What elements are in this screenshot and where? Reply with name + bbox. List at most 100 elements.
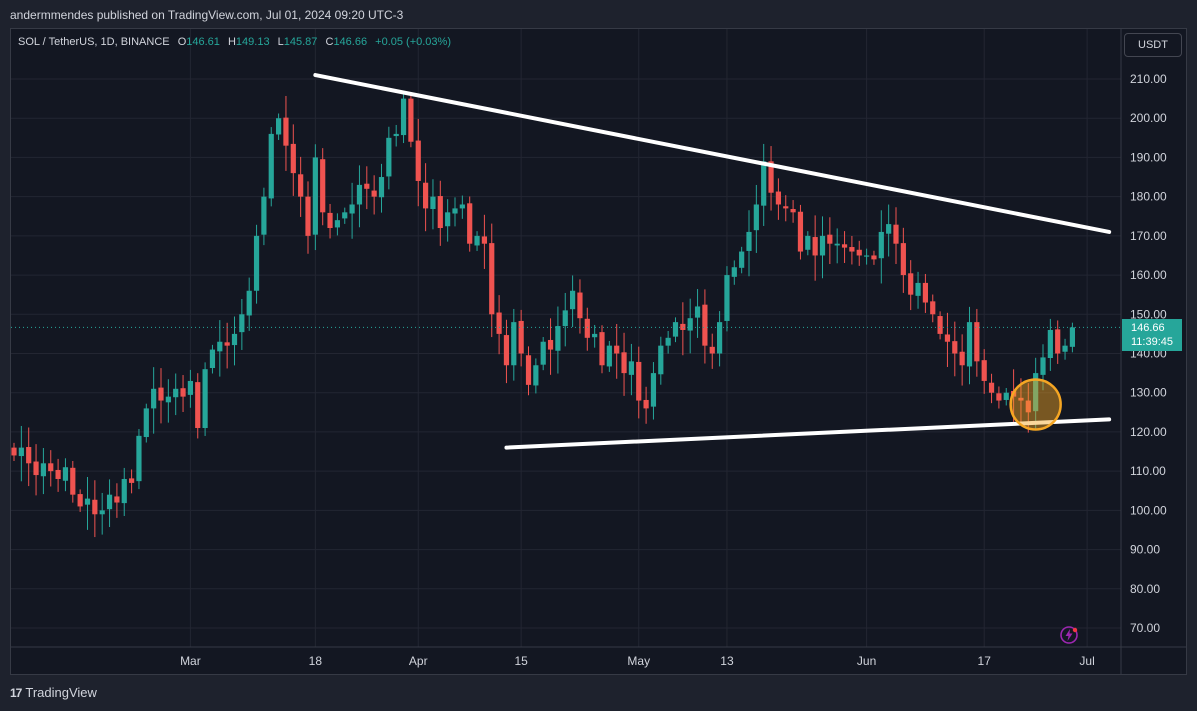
highlight-circle xyxy=(1009,378,1062,431)
candle-body xyxy=(856,249,862,256)
candle-body xyxy=(452,208,458,214)
y-tick-label: 100.00 xyxy=(1130,503,1167,517)
candle-body xyxy=(503,335,510,366)
candle-body xyxy=(562,310,568,327)
candle-body xyxy=(717,322,723,354)
candle-body xyxy=(121,478,127,504)
candle-body xyxy=(974,322,980,362)
x-tick-label: Jun xyxy=(857,654,876,668)
candle-body xyxy=(533,365,539,386)
candle-body xyxy=(165,396,171,403)
chart-frame[interactable] xyxy=(10,28,1187,675)
candle-body xyxy=(33,461,39,476)
candle-body xyxy=(636,361,642,401)
published-text: andermmendes published on TradingView.co… xyxy=(10,8,404,22)
candle-body xyxy=(320,159,326,213)
candle-body xyxy=(276,118,282,135)
candle-body xyxy=(834,243,840,246)
candle-body xyxy=(930,301,936,315)
candle-body xyxy=(356,184,363,205)
candle-body xyxy=(70,467,76,495)
candle-body xyxy=(342,212,348,219)
candle-body xyxy=(746,231,752,251)
candle-body xyxy=(709,346,715,354)
candle-body xyxy=(1040,357,1046,375)
candle-body xyxy=(11,447,17,456)
candle-body xyxy=(445,212,451,227)
candle-body xyxy=(959,351,965,366)
y-tick-label: 160.00 xyxy=(1130,268,1167,282)
trendline-upper-resistance xyxy=(313,73,1112,234)
candle-body xyxy=(114,496,120,503)
candle-body xyxy=(614,345,620,354)
candle-body xyxy=(99,510,105,515)
symbol-legend: SOL / TetherUS, 1D, BINANCE O146.61 H149… xyxy=(18,36,451,48)
candle-body xyxy=(202,369,208,429)
candle-body xyxy=(1062,345,1068,352)
change-value: +0.05 (+0.03%) xyxy=(375,36,451,48)
y-tick-label: 130.00 xyxy=(1130,386,1167,400)
candle-body xyxy=(805,235,811,250)
y-tick-label: 70.00 xyxy=(1130,621,1160,635)
candle-body xyxy=(547,339,554,350)
candle-body xyxy=(92,499,98,515)
candle-body xyxy=(702,304,708,346)
candle-body xyxy=(812,237,818,256)
candle-body xyxy=(400,98,407,136)
close-value: 146.66 xyxy=(333,36,368,48)
candle-body xyxy=(334,220,340,228)
candle-body xyxy=(724,275,730,321)
candle-body xyxy=(327,212,333,229)
y-tick-label: 110.00 xyxy=(1130,464,1166,478)
footer: 17 TradingView xyxy=(10,685,97,700)
candle-body xyxy=(849,247,855,252)
symbol-name[interactable]: SOL / TetherUS, 1D, BINANCE xyxy=(18,36,170,48)
candle-body xyxy=(364,183,370,189)
candle-body xyxy=(1018,397,1024,401)
open-value: 146.61 xyxy=(186,36,220,48)
candle-body xyxy=(621,352,627,374)
candle-body xyxy=(415,140,421,181)
y-tick-label: 90.00 xyxy=(1130,543,1160,557)
x-tick-label: May xyxy=(627,654,650,668)
footer-logo-text: TradingView xyxy=(25,685,97,700)
currency-button[interactable]: USDT xyxy=(1124,33,1182,57)
candle-body xyxy=(77,494,83,507)
candle-body xyxy=(378,177,385,198)
candle-body xyxy=(797,211,804,252)
candle-body xyxy=(555,326,561,351)
candle-body xyxy=(1055,329,1061,354)
candle-body xyxy=(908,273,914,295)
candle-body xyxy=(1033,373,1039,412)
candle-body xyxy=(1047,329,1053,359)
candle-body xyxy=(584,318,590,338)
y-tick-label: 200.00 xyxy=(1130,111,1167,125)
candle-body xyxy=(761,161,767,206)
candle-body xyxy=(672,322,679,337)
candle-body xyxy=(423,182,429,209)
candle-body xyxy=(106,494,113,510)
candle-body xyxy=(996,393,1002,401)
candle-body xyxy=(459,204,465,209)
y-tick-label: 180.00 xyxy=(1130,190,1167,204)
candle-body xyxy=(253,235,260,291)
x-tick-label: 18 xyxy=(309,654,323,668)
candle-body xyxy=(775,191,781,205)
candle-body xyxy=(474,235,480,246)
candle-body xyxy=(84,498,91,505)
y-tick-label: 150.00 xyxy=(1130,307,1167,321)
candle-body xyxy=(790,208,796,213)
candle-body xyxy=(944,334,951,342)
candle-body xyxy=(217,341,223,352)
candle-body xyxy=(312,157,318,235)
open-label: O xyxy=(177,36,187,48)
candle-body xyxy=(606,345,612,367)
candle-body xyxy=(290,143,296,174)
candle-body xyxy=(570,290,576,310)
high-value: 149.13 xyxy=(235,36,270,48)
lightning-bolt-icon[interactable] xyxy=(1058,624,1080,646)
candle-body xyxy=(129,478,135,483)
candle-body xyxy=(753,204,759,231)
last-price-tag: 146.66 11:39:45 xyxy=(1122,319,1182,351)
